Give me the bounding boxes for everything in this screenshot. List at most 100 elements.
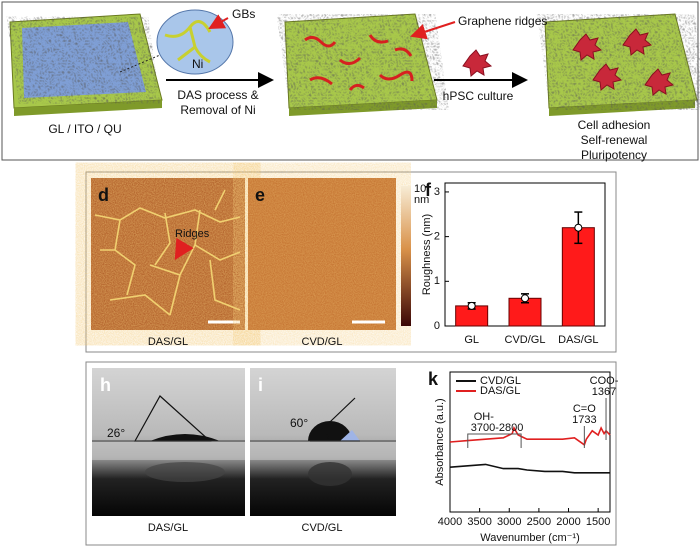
ridge-arrow — [410, 21, 456, 40]
cells — [572, 33, 603, 61]
schematic-frame — [1, 1, 699, 161]
culture-label: hPSC culture — [443, 89, 514, 103]
mean-marker — [574, 223, 583, 232]
panel-letter: d — [98, 185, 109, 205]
caption: DAS/GL — [148, 336, 188, 348]
contact-photo-h — [145, 462, 225, 482]
process-label: Removal of Ni — [180, 103, 255, 117]
substrate-slab — [289, 100, 437, 116]
graphene-ridges — [348, 83, 365, 91]
panel-frame — [85, 361, 617, 546]
annotation-bracket — [467, 433, 522, 448]
spectrum-line — [449, 463, 610, 474]
zoom-inset — [119, 9, 234, 75]
graphene-ridges — [304, 34, 414, 91]
legend-label: DAS/GL — [480, 385, 520, 397]
panel-letter: h — [100, 375, 111, 395]
substrate-slab — [549, 100, 695, 116]
contact-photo-i — [340, 430, 360, 441]
graphene-ridges — [394, 47, 413, 57]
caption: CVD/GL — [302, 336, 343, 348]
substrate-slab — [291, 22, 435, 102]
y-tick-label: 3 — [434, 186, 440, 198]
panel-frame — [85, 171, 617, 353]
zoom-inset — [208, 14, 229, 29]
process-label: DAS process & — [177, 88, 258, 102]
panel-letter: i — [258, 375, 263, 395]
ridges-label: Graphene ridges — [458, 14, 547, 28]
contact-photo-h — [92, 440, 245, 460]
contact-photo-i — [308, 462, 352, 486]
cells — [622, 28, 653, 56]
outcome-label: Cell adhesion — [578, 118, 651, 132]
afm-image-d — [174, 237, 194, 261]
colorbar-label: 10 — [414, 183, 426, 195]
x-axis-label: Wavenumber (cm⁻¹) — [480, 532, 580, 544]
x-tick-label: 4000 — [438, 516, 462, 528]
y-axis-label: Roughness (nm) — [421, 214, 433, 295]
afm-image-d — [94, 189, 241, 316]
legend-label: CVD/GL — [480, 375, 521, 387]
afm-image-d — [91, 178, 245, 330]
graphene-ridges — [304, 35, 337, 48]
panel-letter: k — [428, 369, 439, 389]
angle-label: 60° — [290, 416, 308, 430]
zoom-inset — [164, 20, 212, 64]
annotation: COO- — [590, 375, 619, 387]
afm-image-e — [248, 178, 396, 330]
contact-photo-i — [250, 368, 396, 516]
mean-marker — [521, 294, 529, 303]
annotation: 1367 — [592, 386, 616, 398]
annotation: C=O — [573, 403, 596, 415]
cells — [462, 28, 675, 96]
colorbar-unit: nm — [414, 194, 429, 206]
contact-photo-i — [250, 440, 396, 460]
spectrum-line — [449, 426, 611, 447]
y-tick-label: 0 — [434, 320, 440, 332]
zoom-inset — [119, 54, 161, 73]
cells — [592, 63, 623, 91]
angle-label: 26° — [107, 426, 125, 440]
ridges-annotation: Ridges — [175, 228, 210, 240]
annotation: OH- — [474, 411, 495, 423]
panel-letter: f — [425, 180, 432, 200]
cells — [644, 68, 675, 96]
substrate-label: GL / ITO / QU — [48, 122, 121, 136]
graphene-ridges — [309, 76, 333, 86]
bar — [508, 297, 542, 327]
colorbar — [401, 186, 411, 326]
afm-image-e — [248, 178, 396, 330]
substrate-slab — [14, 100, 162, 116]
x-tick-label: 2500 — [527, 516, 551, 528]
caption: CVD/GL — [302, 522, 343, 534]
substrate-slab — [19, 24, 148, 96]
x-tick-label: 3500 — [467, 516, 491, 528]
contact-photo-h — [150, 434, 220, 441]
cells — [462, 49, 493, 77]
panel-letter: e — [255, 185, 265, 205]
caption: DAS/GL — [148, 522, 188, 534]
x-tick-label: 1500 — [586, 516, 610, 528]
y-tick-label: 1 — [434, 275, 440, 287]
substrate-slab — [551, 22, 695, 102]
x-tick-label: 2000 — [556, 516, 580, 528]
outcome-label: Self-renewal — [581, 133, 648, 147]
annotation: 1733 — [572, 414, 596, 426]
x-tick-label: DAS/GL — [558, 334, 598, 346]
contact-photo-i — [308, 421, 352, 441]
substrate-slab — [9, 13, 698, 116]
x-tick-label: GL — [464, 334, 479, 346]
gbs-label: GBs — [232, 7, 255, 21]
graphene-ridges — [339, 56, 362, 65]
y-tick-label: 2 — [434, 231, 440, 243]
x-tick-label: 3000 — [497, 516, 521, 528]
afm-image-d — [91, 178, 245, 330]
contact-photo-h — [92, 368, 245, 516]
annotation: 3700-2800 — [471, 422, 524, 434]
ni-label: Ni — [192, 57, 203, 71]
y-axis-label: Absorbance (a.u.) — [434, 398, 446, 485]
mean-marker — [467, 301, 476, 310]
graphene-ridges — [378, 70, 414, 82]
outcome-label: Pluripotency — [581, 148, 647, 162]
